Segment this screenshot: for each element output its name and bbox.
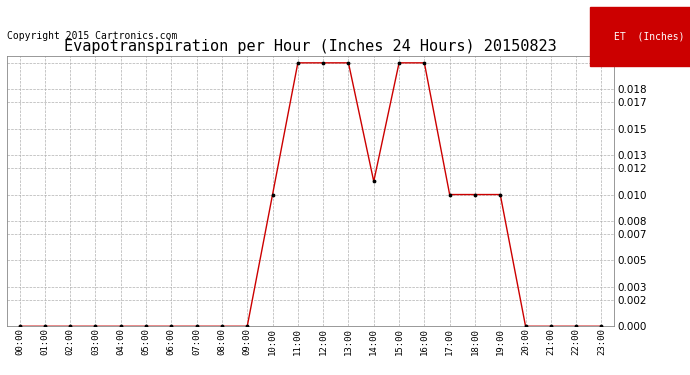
Title: Evapotranspiration per Hour (Inches 24 Hours) 20150823: Evapotranspiration per Hour (Inches 24 H…	[64, 39, 557, 54]
Text: Copyright 2015 Cartronics.com: Copyright 2015 Cartronics.com	[7, 32, 177, 41]
Text: ET  (Inches): ET (Inches)	[614, 32, 684, 41]
